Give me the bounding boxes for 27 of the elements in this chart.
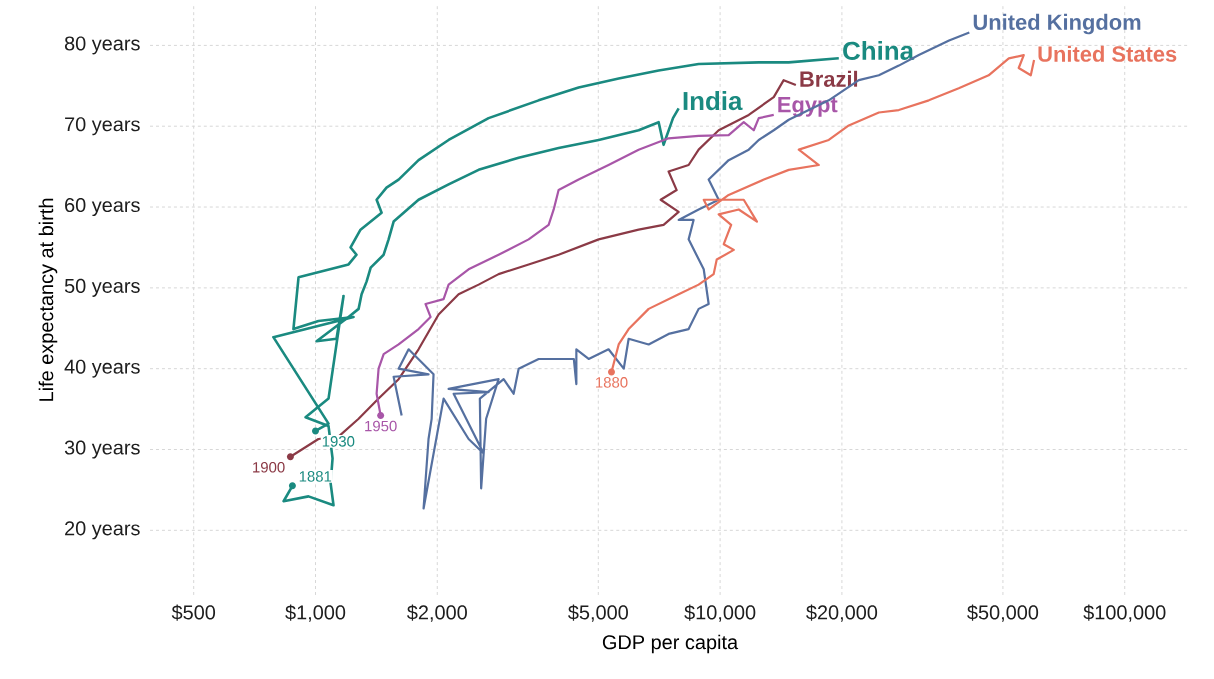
y-tick-label: 70 years: [65, 117, 140, 136]
annotation: 1880: [596, 377, 628, 388]
annotation: 1930: [322, 436, 355, 447]
annotation: 1881: [299, 471, 332, 482]
y-tick-label: 40 years: [64, 359, 140, 378]
x-axis-title: GDP per capita: [602, 634, 739, 654]
x-tick-label: $2,000: [407, 604, 467, 622]
series-label: Brazil: [800, 70, 858, 87]
x-tick-label: $50,000: [967, 604, 1039, 622]
y-tick-label: 60 years: [65, 198, 140, 217]
y-tick-label: 50 years: [64, 278, 140, 297]
y-axis-title: Life expectancy at birth: [38, 198, 58, 401]
series-label: United Kingdom: [973, 13, 1141, 35]
x-tick-label: $500: [171, 604, 216, 621]
y-tick-label: 80 years: [64, 36, 140, 55]
y-tick-label: 30 years: [64, 440, 140, 459]
x-tick-label: $100,000: [1083, 604, 1166, 622]
annotation: 1900: [253, 461, 285, 473]
y-tick-label: 20 years: [65, 521, 140, 540]
annotation: 1950: [365, 420, 397, 432]
x-tick-label: $20,000: [806, 604, 878, 622]
series-label: United States: [1038, 45, 1177, 62]
series-label: China: [843, 41, 915, 61]
x-tick-label: $10,000: [684, 604, 756, 622]
x-tick-label: $5,000: [568, 604, 628, 622]
x-tick-label: $1,000: [285, 604, 346, 622]
series-label: India: [683, 91, 743, 111]
